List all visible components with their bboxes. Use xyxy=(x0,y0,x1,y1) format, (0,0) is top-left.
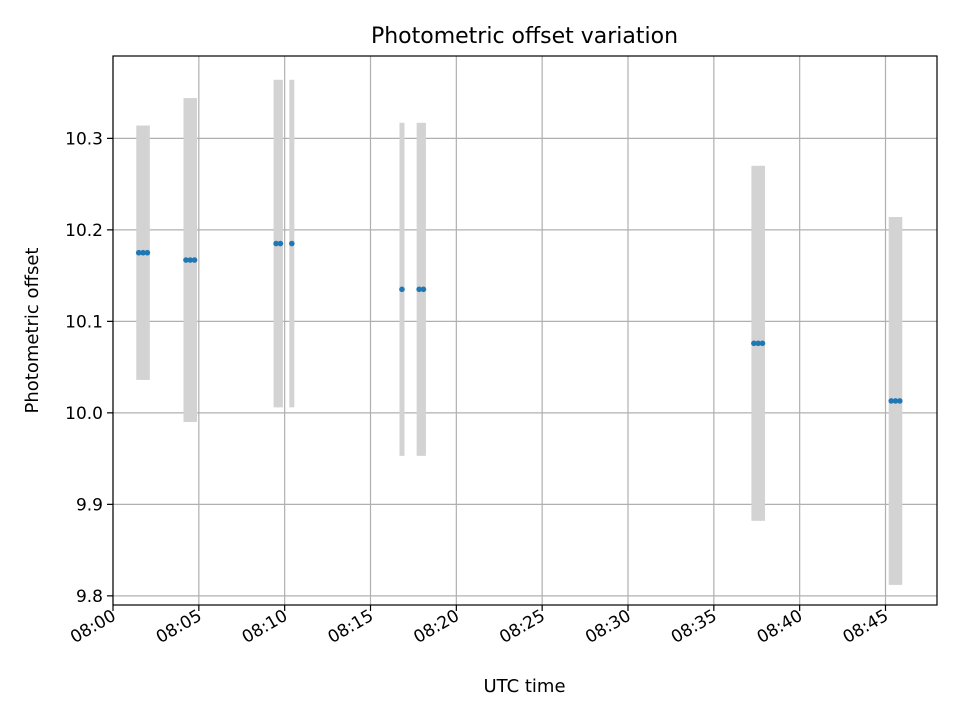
x-tick-label: 08:30 xyxy=(582,606,634,648)
x-tick-label: 08:25 xyxy=(496,606,548,648)
grid-lines xyxy=(112,56,937,605)
x-tick-label: 08:00 xyxy=(67,606,119,648)
data-point xyxy=(892,398,899,404)
data-point xyxy=(289,240,295,247)
y-axis-label: Photometric offset xyxy=(22,248,43,414)
x-tick-label: 08:10 xyxy=(239,606,291,648)
y-tick-label: 10.2 xyxy=(65,221,103,241)
x-tick-label: 08:45 xyxy=(840,606,892,648)
x-axis-ticks: 08:00 08:05 08:10 08:15 08:20 08:25 08:30 08:35… xyxy=(67,605,892,648)
chart-title: Photometric offset variation xyxy=(371,24,678,49)
data-point xyxy=(751,340,757,347)
data-point xyxy=(273,240,279,247)
error-bars xyxy=(136,79,903,585)
y-tick-label: 10.0 xyxy=(65,404,103,424)
data-point xyxy=(420,286,427,293)
plot-frame xyxy=(112,55,938,606)
x-tick-label: 08:20 xyxy=(410,606,462,648)
y-axis-ticks: 9.8 9.9 10.0 10.1 10.2 10.3 xyxy=(65,129,113,607)
x-tick-label: 08:35 xyxy=(668,606,720,648)
data-point xyxy=(191,257,198,263)
data-point xyxy=(888,398,895,404)
data-point xyxy=(140,249,146,256)
x-tick-label: 08:05 xyxy=(153,606,205,648)
data-point xyxy=(759,340,766,347)
data-point xyxy=(144,249,151,256)
data-point xyxy=(183,257,189,263)
y-tick-label: 9.8 xyxy=(76,587,103,607)
y-tick-label: 10.1 xyxy=(65,312,103,332)
data-point xyxy=(399,286,405,293)
data-point xyxy=(187,257,194,263)
y-tick-label: 10.3 xyxy=(65,129,103,149)
data-point xyxy=(897,398,903,404)
y-tick-label: 9.9 xyxy=(76,495,103,515)
x-axis-label: UTC time xyxy=(483,676,565,697)
x-tick-label: 08:15 xyxy=(325,606,377,648)
data-point xyxy=(135,249,142,256)
data-points xyxy=(135,240,903,404)
data-point xyxy=(416,286,422,293)
data-point xyxy=(755,340,761,347)
x-tick-label: 08:40 xyxy=(754,606,806,648)
data-point xyxy=(277,240,284,247)
